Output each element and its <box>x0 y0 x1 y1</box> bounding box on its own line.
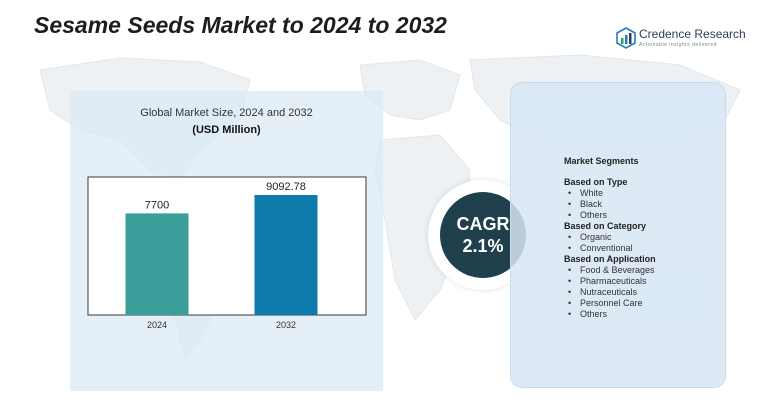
bar-value-label: 9092.78 <box>266 181 306 193</box>
category-label: 2024 <box>147 320 167 330</box>
bar-2024 <box>125 213 189 315</box>
segments-heading: Market Segments <box>564 156 639 166</box>
segment-item: White <box>564 188 656 199</box>
segment-item: Others <box>564 210 656 221</box>
segment-item: Black <box>564 199 656 210</box>
logo-tagline: Actionable insights delivered <box>639 42 717 48</box>
bar-value-label: 7700 <box>145 199 169 211</box>
cagr-value: 2.1% <box>462 236 504 256</box>
segment-item: Others <box>564 309 656 320</box>
segment-group-title: Based on Application <box>564 254 656 264</box>
segment-groups: Based on TypeWhiteBlackOthersBased on Ca… <box>564 177 656 320</box>
chart-title: Global Market Size, 2024 and 2032 <box>140 107 313 119</box>
segment-item: Personnel Care <box>564 298 656 309</box>
chart-unit: (USD Million) <box>192 124 261 136</box>
segment-item: Food & Beverages <box>564 265 656 276</box>
category-label: 2032 <box>276 320 296 330</box>
brand-logo: Credence Research Actionable insights de… <box>616 27 756 53</box>
logo-name: Credence Research <box>639 27 746 41</box>
market-size-chart-panel: Global Market Size, 2024 and 2032 (USD M… <box>70 91 383 391</box>
bar-chart: 7700 2024 9092.78 2032 <box>87 176 367 330</box>
segment-item: Nutraceuticals <box>564 287 656 298</box>
cagr-label: CAGR <box>456 214 510 234</box>
segment-group-title: Based on Type <box>564 177 628 187</box>
page-title: Sesame Seeds Market to 2024 to 2032 <box>34 12 447 38</box>
segment-group-title: Based on Category <box>564 221 647 231</box>
segment-item: Organic <box>564 232 656 243</box>
bar-2032 <box>254 195 318 315</box>
market-segments-panel: Market Segments Based on TypeWhiteBlackO… <box>510 82 726 388</box>
credence-logo-icon <box>616 27 636 49</box>
segment-item: Conventional <box>564 243 656 254</box>
segment-item: Pharmaceuticals <box>564 276 656 287</box>
